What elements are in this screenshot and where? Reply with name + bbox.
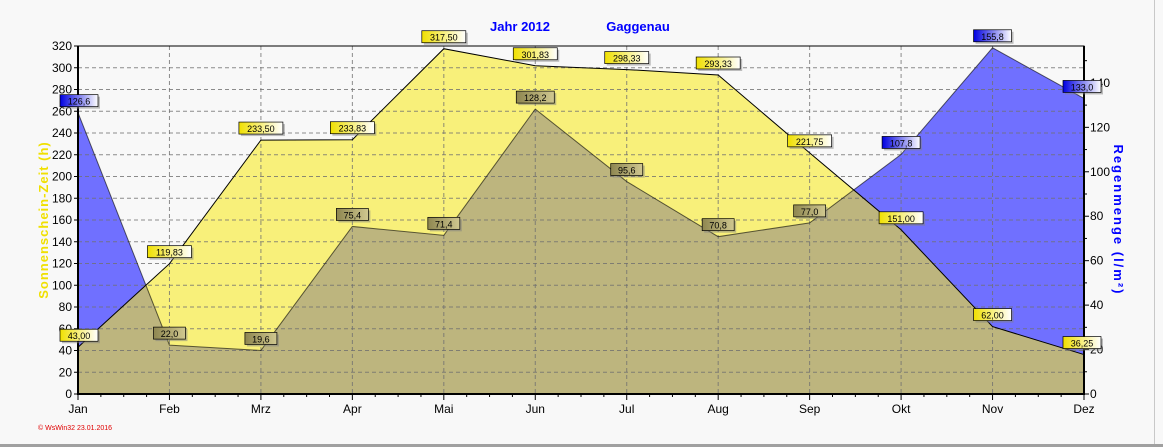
y-tick-label: 160	[52, 213, 72, 227]
sunshine-data-label: 62,00	[981, 311, 1004, 321]
y-tick-label: 200	[52, 170, 72, 184]
rain-data-label-box	[153, 326, 186, 340]
x-tick-label: Jun	[526, 402, 545, 416]
sunshine-data-label: 298,33	[613, 54, 641, 64]
sunshine-data-label-box	[973, 308, 1012, 321]
y-tick-label: 320	[52, 39, 72, 53]
y-tick-label: 300	[52, 61, 72, 75]
y-tick-label: 280	[52, 83, 72, 97]
y-tick-label: 80	[59, 300, 73, 314]
y-tick-label: 140	[52, 235, 72, 249]
rain-data-label-box	[59, 94, 99, 108]
y-tick-label: 220	[52, 148, 72, 162]
x-tick-label: Feb	[159, 402, 180, 416]
rain-data-label-box	[515, 90, 555, 104]
chart-title: Jahr 2012	[490, 19, 550, 34]
sunshine-data-label-box	[421, 30, 467, 44]
y2-tick-label: 0	[1090, 387, 1097, 401]
rain-data-label: 107,8	[890, 138, 913, 148]
y2-axis-title: Regenmenge (l/m²)	[1111, 144, 1126, 295]
sunshine-data-label-box	[238, 121, 284, 135]
overlap-area	[78, 48, 1084, 394]
rain-data-label-box	[793, 204, 826, 218]
sunshine-data-label: 233,50	[247, 124, 275, 134]
y-tick-label: 180	[52, 191, 72, 205]
sunshine-data-label: 43,00	[68, 331, 91, 341]
x-tick-label: Nov	[982, 402, 1003, 416]
bottom-border	[0, 444, 1163, 447]
y-tick-label: 0	[65, 387, 72, 401]
rain-data-label: 75,4	[344, 210, 362, 220]
sunshine-data-label-box	[878, 211, 924, 225]
sunshine-data-label-box	[1062, 336, 1102, 349]
y-tick-label: 120	[52, 257, 72, 271]
y2-tick-label: 120	[1090, 120, 1110, 134]
sunshine-data-label-box	[787, 134, 832, 148]
y-tick-label: 100	[52, 278, 72, 292]
rain-data-label: 70,8	[709, 221, 727, 231]
rain-data-label: 19,6	[252, 334, 270, 344]
rain-data-label: 126,6	[68, 97, 91, 107]
rain-data-label: 155,8	[981, 32, 1004, 42]
chart-subtitle: Gaggenau	[606, 19, 670, 34]
rain-data-label-box	[427, 216, 461, 230]
y-tick-label: 20	[59, 365, 73, 379]
x-tick-label: Jan	[68, 402, 87, 416]
rain-data-label: 133,0	[1071, 82, 1094, 92]
y2-tick-label: 100	[1090, 165, 1110, 179]
sunshine-data-label-box	[604, 51, 650, 64]
sunshine-data-label-box	[512, 47, 558, 61]
sunshine-data-label: 293,33	[704, 59, 732, 69]
rain-data-label-box	[1062, 80, 1102, 93]
x-tick-label: Mrz	[251, 402, 271, 416]
rain-data-label: 77,0	[801, 207, 819, 217]
y-tick-label: 240	[52, 126, 72, 140]
sunshine-data-label-box	[330, 121, 375, 135]
rain-data-label: 71,4	[435, 219, 453, 229]
sunshine-data-label: 119,83	[156, 248, 183, 258]
sunshine-data-label: 301,83	[522, 50, 550, 60]
x-tick-label: Aug	[708, 402, 729, 416]
rain-data-label-box	[336, 208, 369, 221]
x-tick-label: Okt	[892, 402, 911, 416]
right-border	[1154, 0, 1155, 444]
sunshine-data-label-box	[147, 245, 192, 259]
sunshine-data-label: 317,50	[430, 33, 458, 43]
y-tick-label: 40	[59, 344, 73, 358]
sunshine-data-label-box	[59, 328, 99, 342]
rain-data-label-box	[881, 136, 921, 149]
y2-tick-label: 80	[1090, 209, 1104, 223]
rain-data-label-box	[610, 163, 644, 176]
sunshine-data-label: 36,25	[1071, 339, 1094, 349]
x-tick-label: Mai	[434, 402, 453, 416]
sunshine-line	[77, 48, 1085, 356]
rain-data-label-box	[973, 29, 1012, 43]
rain-data-label: 95,6	[618, 166, 636, 176]
y2-tick-label: 40	[1090, 298, 1104, 312]
rain-data-label: 22,0	[161, 329, 179, 339]
y-axis-title: Sonnenschein-Zeit (h)	[36, 141, 51, 299]
sunshine-data-label-box	[695, 56, 741, 70]
footer-credit: © WsWin32 23.01.2016	[38, 424, 112, 432]
rain-data-label-box	[701, 218, 735, 232]
sunshine-data-label: 151,00	[887, 214, 915, 224]
x-tick-label: Apr	[343, 402, 362, 416]
sunshine-data-label: 233,83	[339, 124, 367, 134]
y2-tick-label: 60	[1090, 254, 1104, 268]
x-tick-label: Jul	[619, 402, 634, 416]
sunshine-data-label: 221,75	[796, 137, 824, 147]
rain-data-label: 128,2	[524, 93, 547, 103]
x-tick-label: Sep	[799, 402, 821, 416]
x-tick-label: Dez	[1073, 402, 1094, 416]
rain-data-label-box	[244, 332, 278, 345]
